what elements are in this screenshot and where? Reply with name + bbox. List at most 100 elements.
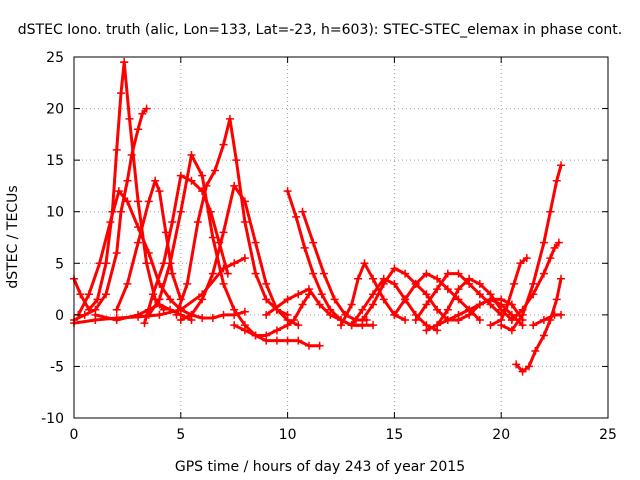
- data-point-marker: [183, 279, 192, 288]
- series-track: [70, 58, 129, 314]
- data-point-marker: [240, 307, 249, 316]
- x-tick-label: 20: [492, 427, 510, 443]
- data-point-marker: [304, 341, 313, 350]
- data-point-marker: [539, 269, 548, 278]
- data-point-marker: [443, 285, 452, 294]
- data-point-marker: [298, 207, 307, 216]
- y-tick-label: 15: [46, 153, 64, 169]
- data-point-marker: [503, 300, 512, 309]
- series-track: [497, 161, 566, 335]
- data-point-marker: [272, 326, 281, 335]
- data-point-marker: [172, 310, 181, 319]
- y-tick-label: 25: [46, 50, 64, 66]
- data-point-marker: [411, 316, 420, 325]
- data-point-marker: [317, 290, 326, 299]
- data-point-marker: [294, 336, 303, 345]
- data-point-marker: [401, 295, 410, 304]
- data-point-marker: [155, 295, 164, 304]
- x-tick-label: 0: [70, 427, 79, 443]
- data-point-marker: [168, 269, 177, 278]
- data-point-marker: [112, 305, 121, 314]
- data-point-marker: [443, 305, 452, 314]
- data-point-marker: [138, 109, 147, 118]
- data-point-marker: [240, 218, 249, 227]
- series-line: [339, 261, 407, 327]
- data-point-marker: [134, 197, 143, 206]
- data-point-marker: [144, 197, 153, 206]
- data-point-marker: [539, 316, 548, 325]
- data-point-marker: [240, 326, 249, 335]
- data-point-marker: [390, 264, 399, 273]
- data-point-marker: [315, 341, 324, 350]
- data-point-marker: [123, 176, 132, 185]
- data-point-marker: [187, 176, 196, 185]
- series-track: [172, 114, 292, 319]
- data-point-marker: [232, 156, 241, 165]
- data-point-marker: [219, 310, 228, 319]
- data-point-marker: [401, 316, 410, 325]
- series-track: [529, 310, 566, 330]
- data-point-marker: [518, 305, 527, 314]
- data-point-marker: [401, 269, 410, 278]
- data-point-marker: [524, 362, 533, 371]
- data-point-marker: [454, 269, 463, 278]
- data-point-marker: [443, 316, 452, 325]
- series-track: [74, 187, 249, 322]
- data-point-marker: [283, 187, 292, 196]
- data-point-marker: [176, 316, 185, 325]
- data-point-marker: [262, 295, 271, 304]
- series-track: [176, 181, 303, 330]
- data-point-marker: [262, 310, 271, 319]
- data-point-marker: [95, 259, 104, 268]
- data-point-marker: [475, 300, 484, 309]
- data-point-marker: [240, 254, 249, 263]
- data-point-marker: [411, 279, 420, 288]
- data-point-marker: [102, 290, 111, 299]
- data-point-marker: [208, 233, 217, 242]
- data-point-marker: [142, 259, 151, 268]
- data-point-marker: [529, 279, 538, 288]
- data-point-marker: [347, 300, 356, 309]
- data-point-marker: [443, 269, 452, 278]
- data-point-marker: [219, 228, 228, 237]
- data-point-marker: [475, 290, 484, 299]
- data-point-marker: [422, 300, 431, 309]
- data-point-marker: [230, 321, 239, 330]
- data-point-marker: [193, 218, 202, 227]
- y-tick-label: 0: [55, 308, 64, 324]
- data-point-marker: [518, 367, 527, 376]
- data-point-marker: [283, 295, 292, 304]
- data-point-marker: [219, 279, 228, 288]
- data-point-marker: [433, 274, 442, 283]
- data-point-marker: [210, 166, 219, 175]
- data-point-marker: [552, 176, 561, 185]
- data-point-marker: [91, 310, 100, 319]
- data-point-marker: [557, 310, 566, 319]
- x-tick-label: 10: [279, 427, 297, 443]
- data-point-marker: [144, 248, 153, 257]
- data-point-marker: [358, 316, 367, 325]
- data-point-marker: [187, 150, 196, 159]
- data-point-marker: [326, 310, 335, 319]
- data-point-marker: [294, 321, 303, 330]
- data-point-marker: [390, 310, 399, 319]
- data-point-marker: [422, 269, 431, 278]
- series-track: [230, 290, 313, 340]
- data-series: [70, 58, 566, 376]
- data-point-marker: [262, 331, 271, 340]
- data-point-marker: [507, 326, 516, 335]
- data-point-marker: [198, 171, 207, 180]
- data-point-marker: [114, 187, 123, 196]
- series-line: [514, 277, 563, 374]
- data-point-marker: [198, 313, 207, 322]
- data-point-marker: [294, 290, 303, 299]
- data-point-marker: [292, 212, 301, 221]
- data-point-marker: [112, 316, 121, 325]
- data-point-marker: [125, 114, 134, 123]
- data-point-marker: [230, 305, 239, 314]
- series-line: [175, 117, 290, 317]
- series-track: [112, 176, 185, 314]
- data-point-marker: [369, 321, 378, 330]
- series-line: [72, 107, 149, 322]
